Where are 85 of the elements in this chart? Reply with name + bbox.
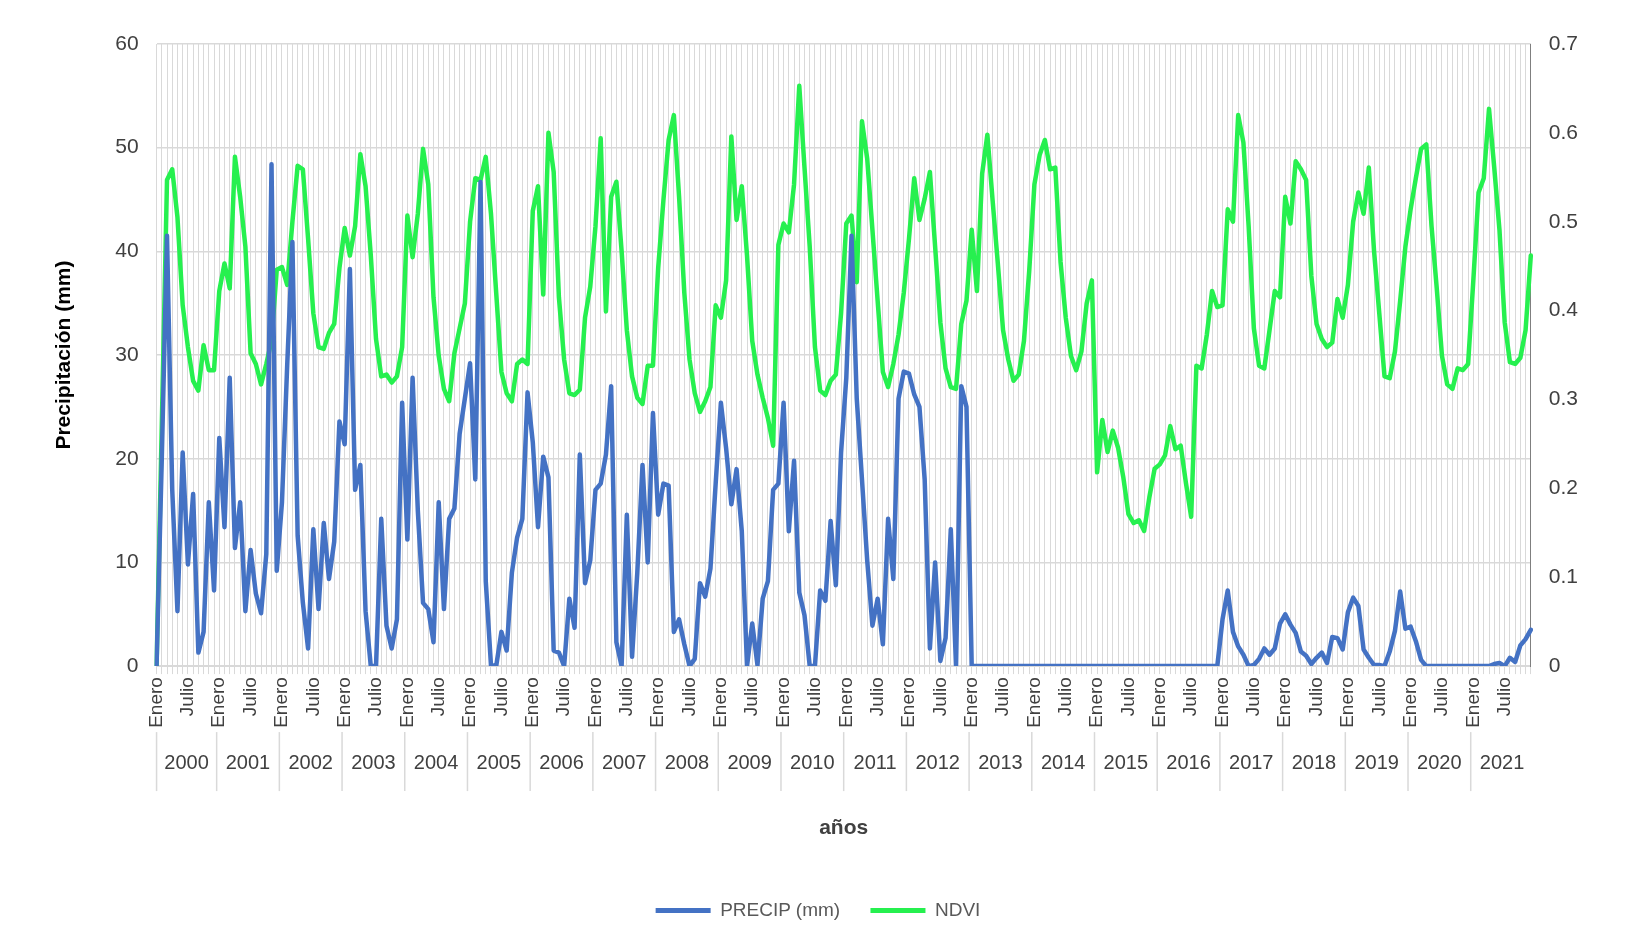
text: 2013 [978, 750, 1023, 773]
y-tick-label: 60 [115, 30, 139, 54]
x-tick-label: Enero [458, 677, 480, 728]
y2-tick-label: 0.3 [1548, 386, 1579, 410]
x-tick-label: Julio [1304, 677, 1326, 717]
x-tick-label: Enero [207, 677, 229, 728]
x-tick-label: Julio [301, 677, 323, 717]
x-tick-label: Enero [395, 677, 417, 728]
x-tick-label: Enero [709, 677, 731, 728]
y-tick-label: 0 [126, 652, 139, 676]
y2-tick-label: 0.6 [1548, 119, 1579, 143]
x-tick-label: Julio [1242, 677, 1264, 717]
y2-tick-label: 0.2 [1548, 475, 1579, 499]
text: 2016 [1166, 750, 1211, 773]
text: 2012 [915, 750, 960, 773]
x-tick-label: Julio [991, 677, 1013, 717]
x-tick-label: Enero [1336, 677, 1358, 728]
x-tick-label: Julio [1430, 677, 1452, 717]
y-tick-label: 20 [115, 445, 139, 469]
text: 2000 [164, 750, 209, 773]
x-tick-label: Julio [1367, 677, 1389, 717]
x-tick-label: Enero [1273, 677, 1295, 728]
x-tick-label: Julio [1179, 677, 1201, 717]
text: 2003 [351, 750, 396, 773]
x-tick-label: Julio [740, 677, 762, 717]
y-tick-label: 10 [115, 549, 139, 573]
text: 2014 [1040, 750, 1086, 773]
y-tick-label: 30 [115, 341, 139, 365]
text: 2007 [601, 750, 647, 773]
x-tick-label: Enero [1022, 677, 1044, 728]
x-tick-label: Enero [771, 677, 793, 728]
y-axis-title: Precipitación (mm) [51, 260, 75, 450]
x-tick-label: Julio [552, 677, 574, 717]
x-tick-label: Julio [238, 677, 260, 717]
text: 2018 [1291, 750, 1337, 773]
x-tick-label: Julio [803, 677, 825, 717]
x-tick-label: Enero [1398, 677, 1420, 728]
x-tick-label: Enero [144, 677, 166, 728]
x-tick-label: Enero [1210, 677, 1232, 728]
x-tick-label: Enero [959, 677, 981, 728]
text: 2019 [1354, 750, 1399, 773]
x-tick-label: Julio [865, 677, 887, 717]
text: 2002 [288, 750, 333, 773]
x-tick-label: Enero [270, 677, 292, 728]
text: 2008 [664, 750, 710, 773]
x-tick-label: Julio [615, 677, 637, 717]
x-tick-label: Enero [521, 677, 543, 728]
x-tick-label: Julio [1492, 677, 1514, 717]
text: 2020 [1417, 750, 1462, 773]
text: 2010 [790, 750, 835, 773]
text: 2017 [1229, 750, 1274, 773]
x-tick-label: Enero [583, 677, 605, 728]
x-tick-label: Enero [1085, 677, 1107, 728]
x-tick-label: Enero [332, 677, 354, 728]
y-tick-label: 50 [115, 134, 139, 158]
text: 2015 [1103, 750, 1149, 773]
legend-label: PRECIP (mm) [720, 898, 841, 920]
y2-tick-label: 0.7 [1548, 30, 1579, 54]
y2-tick-label: 0.1 [1548, 564, 1579, 588]
x-tick-label: Enero [897, 677, 919, 728]
x-axis-title: años [819, 815, 869, 839]
x-tick-label: Enero [646, 677, 668, 728]
y2-tick-label: 0.5 [1548, 208, 1579, 232]
x-tick-label: Julio [1116, 677, 1138, 717]
x-tick-label: Julio [426, 677, 448, 717]
x-tick-label: Julio [928, 677, 950, 717]
x-tick-label: Julio [489, 677, 511, 717]
y2-tick-label: 0.4 [1548, 297, 1579, 321]
text: 2006 [539, 750, 584, 773]
x-tick-label: Julio [1053, 677, 1075, 717]
text: 2001 [225, 750, 271, 773]
legend-label: NDVI [934, 898, 981, 920]
x-tick-label: Enero [1461, 677, 1483, 728]
y2-tick-label: 0 [1548, 652, 1561, 676]
text: 2011 [853, 750, 897, 773]
text: 2009 [727, 750, 772, 773]
x-tick-label: Enero [834, 677, 856, 728]
text: 2005 [476, 750, 522, 773]
y-tick-label: 40 [115, 238, 139, 262]
x-tick-label: Enero [1148, 677, 1170, 728]
text: 2021 [1479, 750, 1525, 773]
x-tick-label: Julio [364, 677, 386, 717]
x-tick-label: Julio [677, 677, 699, 717]
text: 2004 [413, 750, 459, 773]
x-tick-label: Julio [176, 677, 198, 717]
